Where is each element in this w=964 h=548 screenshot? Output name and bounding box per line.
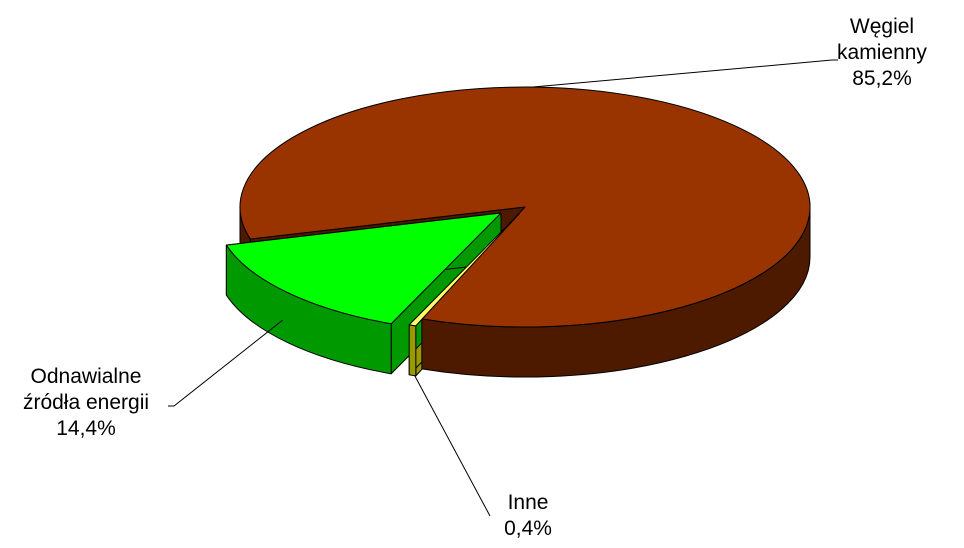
leader-line-odnawialne-źródła-energii xyxy=(168,319,283,407)
leader-lines xyxy=(168,59,838,517)
label-odnawialne-name-1: Odnawialne xyxy=(30,365,142,388)
pie-tops xyxy=(225,86,811,328)
label-inne-name: Inne xyxy=(507,491,549,514)
pie-side-inne xyxy=(408,324,417,377)
label-inne-value: 0,4% xyxy=(504,517,552,540)
label-wegiel-kamienny: Węgiel kamienny 85,2% xyxy=(822,14,942,92)
label-odnawialne-zrodla-energii: Odnawialne źródła energii 14,4% xyxy=(6,364,166,442)
label-wegiel-kamienny-name-2: kamienny xyxy=(837,41,927,64)
leader-line-inne xyxy=(414,375,491,517)
label-inne: Inne 0,4% xyxy=(488,490,568,542)
label-wegiel-kamienny-name-1: Węgiel xyxy=(849,15,915,38)
label-wegiel-kamienny-value: 85,2% xyxy=(852,67,912,90)
label-odnawialne-name-2: źródła energii xyxy=(22,391,150,414)
pie-slice-węgiel-kamienny xyxy=(239,86,811,328)
label-odnawialne-value: 14,4% xyxy=(56,417,116,440)
pie-slice-odnawialne-źródła-energii xyxy=(225,212,502,325)
pie-slice-inne xyxy=(408,213,520,327)
leader-line-węgiel-kamienny xyxy=(401,59,838,100)
